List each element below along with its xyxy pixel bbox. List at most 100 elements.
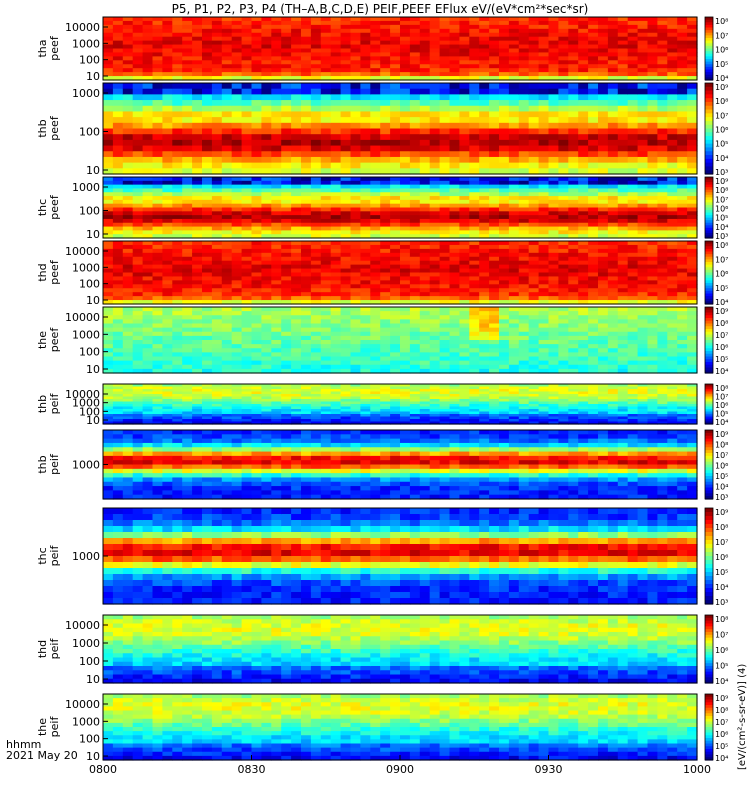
heatmap-cell [400, 203, 411, 209]
heatmap-cell [538, 192, 550, 197]
heatmap-cell [152, 24, 163, 30]
heatmap-cell [172, 52, 183, 57]
heatmap-cell [479, 24, 490, 30]
heatmap-cell [301, 327, 312, 333]
heatmap-cell [400, 296, 411, 301]
heatmap-cell [518, 156, 530, 164]
heatmap-cell [588, 311, 599, 316]
heatmap-cell [320, 360, 332, 366]
heatmap-cell [271, 156, 282, 164]
heatmap-cell [291, 192, 302, 197]
colorbar-cell [705, 267, 713, 271]
heatmap-cell [360, 207, 371, 212]
heatmap-cell [657, 139, 668, 147]
heatmap-cell [598, 145, 609, 152]
heatmap-cell [548, 151, 559, 158]
heatmap-cell [657, 276, 668, 281]
heatmap-cell [588, 356, 599, 362]
heatmap-cell [419, 156, 431, 164]
heatmap-cell [231, 280, 243, 285]
heatmap-cell [538, 207, 550, 212]
heatmap-cell [172, 88, 183, 95]
heatmap-cell [221, 218, 233, 224]
heatmap-cell [667, 264, 678, 270]
heatmap-cell [172, 20, 183, 26]
heatmap-cell [380, 36, 391, 42]
heatmap-cell [588, 128, 599, 135]
heatmap-cell [578, 335, 589, 341]
heatmap-cell [489, 340, 500, 345]
heatmap-cell [202, 105, 213, 113]
heatmap-cell [518, 207, 530, 212]
heatmap-cell [518, 94, 530, 101]
colorbar-cell [705, 69, 713, 73]
heatmap-cell [479, 241, 490, 246]
heatmap-cell [489, 307, 500, 312]
heatmap-cell [182, 268, 193, 274]
heatmap-cell [360, 222, 371, 228]
colorbar-cell [705, 59, 713, 63]
heatmap-cell [370, 211, 381, 216]
heatmap-cell [172, 28, 183, 34]
heatmap-cell [380, 364, 391, 370]
heatmap-cell [310, 192, 322, 197]
heatmap-cell [330, 17, 342, 22]
heatmap-cell [182, 272, 193, 278]
heatmap-cell [528, 268, 540, 274]
heatmap-cell [380, 162, 391, 169]
heatmap-cell [350, 300, 361, 305]
heatmap-cell [192, 28, 203, 34]
heatmap-cell [221, 226, 233, 231]
heatmap-cell [202, 360, 213, 366]
heatmap-cell [657, 52, 668, 57]
heatmap-cell [489, 222, 500, 228]
heatmap-cell [350, 368, 361, 374]
heatmap-cell [192, 76, 203, 81]
heatmap-cell [211, 105, 223, 113]
heatmap-cell [667, 280, 678, 285]
heatmap-cell [152, 215, 163, 220]
heatmap-cell [667, 188, 678, 193]
heatmap-cell [637, 156, 649, 164]
heatmap-cell [231, 211, 243, 216]
heatmap-cell [132, 300, 144, 305]
heatmap-cell [687, 44, 698, 50]
heatmap-cell [578, 88, 589, 95]
heatmap-cell [469, 280, 480, 285]
heatmap-cell [142, 199, 154, 205]
heatmap-cell [261, 17, 272, 22]
heatmap-cell [211, 252, 223, 258]
heatmap-cell [449, 48, 460, 54]
heatmap-cell [112, 199, 124, 205]
heatmap-cell [409, 344, 421, 349]
heatmap-cell [548, 40, 559, 46]
heatmap-cell [499, 60, 510, 65]
heatmap-cell [211, 315, 223, 320]
heatmap-cell [380, 100, 391, 107]
heatmap-cell [627, 128, 639, 135]
heatmap-cell [281, 248, 292, 254]
colorbar-tick-label: 10⁹ [715, 83, 728, 92]
heatmap-cell [588, 192, 599, 197]
heatmap-cell [548, 311, 559, 316]
heatmap-cell [340, 156, 352, 164]
heatmap-cell [459, 203, 470, 209]
heatmap-cell [103, 226, 114, 231]
heatmap-cell [370, 32, 381, 38]
heatmap-cell [598, 252, 609, 258]
heatmap-cell [677, 180, 688, 186]
heatmap-cell [271, 211, 282, 216]
heatmap-cell [162, 100, 173, 107]
heatmap-cell [291, 280, 302, 285]
heatmap-cell [687, 134, 698, 141]
heatmap-cell [538, 268, 550, 274]
heatmap-cell [192, 264, 203, 270]
heatmap-cell [132, 226, 144, 231]
heatmap-cell [548, 192, 559, 197]
heatmap-cell [291, 315, 302, 320]
heatmap-cell [221, 145, 233, 152]
heatmap-cell [518, 111, 530, 118]
heatmap-cell [281, 168, 292, 175]
heatmap-cell [162, 344, 173, 349]
heatmap-cell [558, 28, 569, 34]
